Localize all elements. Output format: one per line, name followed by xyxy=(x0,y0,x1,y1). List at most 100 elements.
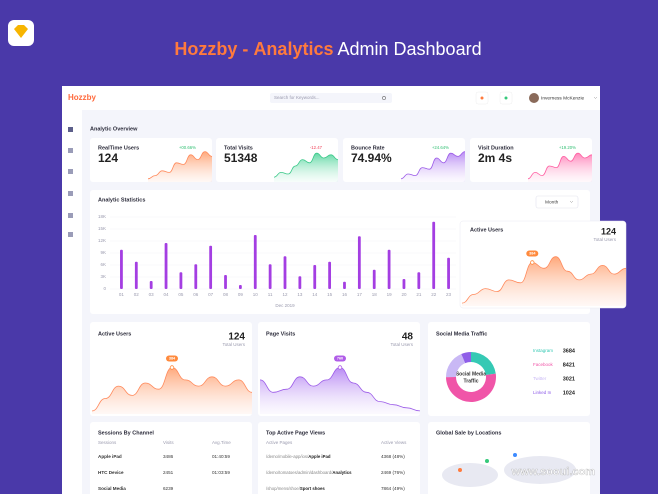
bar xyxy=(343,281,346,289)
card-value: 48 xyxy=(402,332,414,343)
y-tick-label: 18K xyxy=(98,214,106,219)
bar xyxy=(357,236,361,289)
bar xyxy=(298,276,302,289)
card-value: 51348 xyxy=(224,151,258,165)
x-tick-label: 21 xyxy=(416,292,422,297)
table-cell: HTC Device xyxy=(98,470,124,475)
peak-badge xyxy=(526,250,539,257)
bar xyxy=(194,264,198,289)
nav-icon[interactable] xyxy=(68,148,73,153)
card-title: Global Sale by Locations xyxy=(436,430,501,436)
bar xyxy=(149,281,153,289)
legend-value: 8421 xyxy=(563,362,575,368)
donut-segment xyxy=(446,373,497,403)
panel-title: Analytic Statistics xyxy=(98,197,145,203)
card-title: Social Media Traffic xyxy=(436,331,487,337)
y-tick-label: 3K xyxy=(100,274,106,279)
brand: Hozzby xyxy=(174,39,237,59)
page-path: /demo/tomatoes/admin/dashboard/ xyxy=(266,470,333,475)
separator: - xyxy=(242,39,248,59)
legend-label: Linked In xyxy=(533,390,552,395)
map-marker[interactable] xyxy=(458,468,462,472)
nav-icon[interactable] xyxy=(68,169,73,174)
donut-segment xyxy=(471,352,496,375)
bar xyxy=(417,272,421,289)
card-value: 74.94% xyxy=(351,151,392,165)
sketch-diamond xyxy=(14,25,28,38)
page-name: Apple iPad xyxy=(308,454,331,459)
peak-badge-label: 384 xyxy=(169,357,176,361)
table-cell: 01:40:59 xyxy=(212,454,230,459)
card-change: +24.64% xyxy=(432,145,449,150)
table-cell: 4368 (48%) xyxy=(381,454,405,459)
avatar[interactable] xyxy=(529,93,539,103)
notification-icon xyxy=(480,96,484,100)
nav-icon[interactable] xyxy=(68,191,73,196)
map-marker[interactable] xyxy=(485,459,489,463)
card-value: 124 xyxy=(98,151,118,165)
card-change: -12.47 xyxy=(310,145,323,150)
map-shape xyxy=(504,456,576,484)
search-box[interactable] xyxy=(270,93,392,103)
map-marker[interactable] xyxy=(513,453,517,457)
table-cell: /demo/mobile-app/ios/Apple iPad xyxy=(266,454,331,459)
x-tick-label: 13 xyxy=(297,292,303,297)
dropdown[interactable] xyxy=(535,195,579,209)
x-tick-label: 17 xyxy=(357,292,363,297)
card-title: Sessions By Channel xyxy=(98,430,154,436)
card-change: +19.20% xyxy=(559,145,576,150)
peak-dot xyxy=(169,365,175,370)
area-fill xyxy=(401,151,465,182)
user-name[interactable]: Inverness McKenzie xyxy=(541,95,585,101)
card-label: Visit Duration xyxy=(478,145,514,151)
area-line xyxy=(400,151,466,180)
nav-icon[interactable] xyxy=(68,213,73,218)
x-tick-label: 22 xyxy=(431,292,437,297)
area-fill xyxy=(462,256,626,306)
x-tick-label: 01 xyxy=(119,292,125,297)
card-value: 124 xyxy=(228,332,245,343)
legend-value: 3684 xyxy=(563,348,576,354)
nav-icon[interactable] xyxy=(68,232,73,237)
x-tick-label: 18 xyxy=(372,292,378,297)
peak-dot xyxy=(337,365,343,370)
table-header: Active Views xyxy=(381,440,407,445)
page-path: /demo/mobile-app/ios/ xyxy=(266,454,309,459)
card-title: Top Active Page Views xyxy=(266,430,325,436)
table-cell: 2469 (76%) xyxy=(381,470,405,475)
search-icon[interactable] xyxy=(382,96,386,100)
y-tick-label: 0 xyxy=(103,286,106,291)
bar xyxy=(253,235,257,289)
dropdown-caret xyxy=(569,200,574,203)
x-tick-label: 12 xyxy=(282,292,288,297)
area-fill xyxy=(274,153,338,182)
section-title: Analytic Overview xyxy=(90,126,138,132)
bar xyxy=(209,245,213,289)
legend-label: Twitter xyxy=(533,376,547,381)
sidebar xyxy=(62,110,82,494)
map-shape xyxy=(442,463,498,487)
page-name: Analytics xyxy=(332,470,352,475)
y-tick-label: 12K xyxy=(98,238,106,243)
x-tick-label: 09 xyxy=(238,292,244,297)
bar xyxy=(328,261,332,289)
card-label: Bounce Rate xyxy=(351,145,385,151)
table-header: Active Pages xyxy=(266,440,293,445)
x-tick-label: 23 xyxy=(446,292,452,297)
donut-center-label: Traffic xyxy=(463,378,478,384)
donut-segment xyxy=(446,353,466,378)
card-title: Active Users xyxy=(98,331,131,337)
message-icon xyxy=(504,96,508,100)
bar xyxy=(387,249,391,289)
page-views-card xyxy=(258,422,420,494)
peak-badge xyxy=(334,355,346,362)
x-tick-label: 15 xyxy=(327,292,333,297)
user-menu-caret[interactable] xyxy=(593,96,598,99)
bar xyxy=(313,265,317,289)
nav-icon[interactable] xyxy=(68,127,73,132)
table-cell: /demo/tomatoes/admin/dashboard/Analytics xyxy=(266,470,352,475)
card-label: RealTime Users xyxy=(98,145,139,151)
